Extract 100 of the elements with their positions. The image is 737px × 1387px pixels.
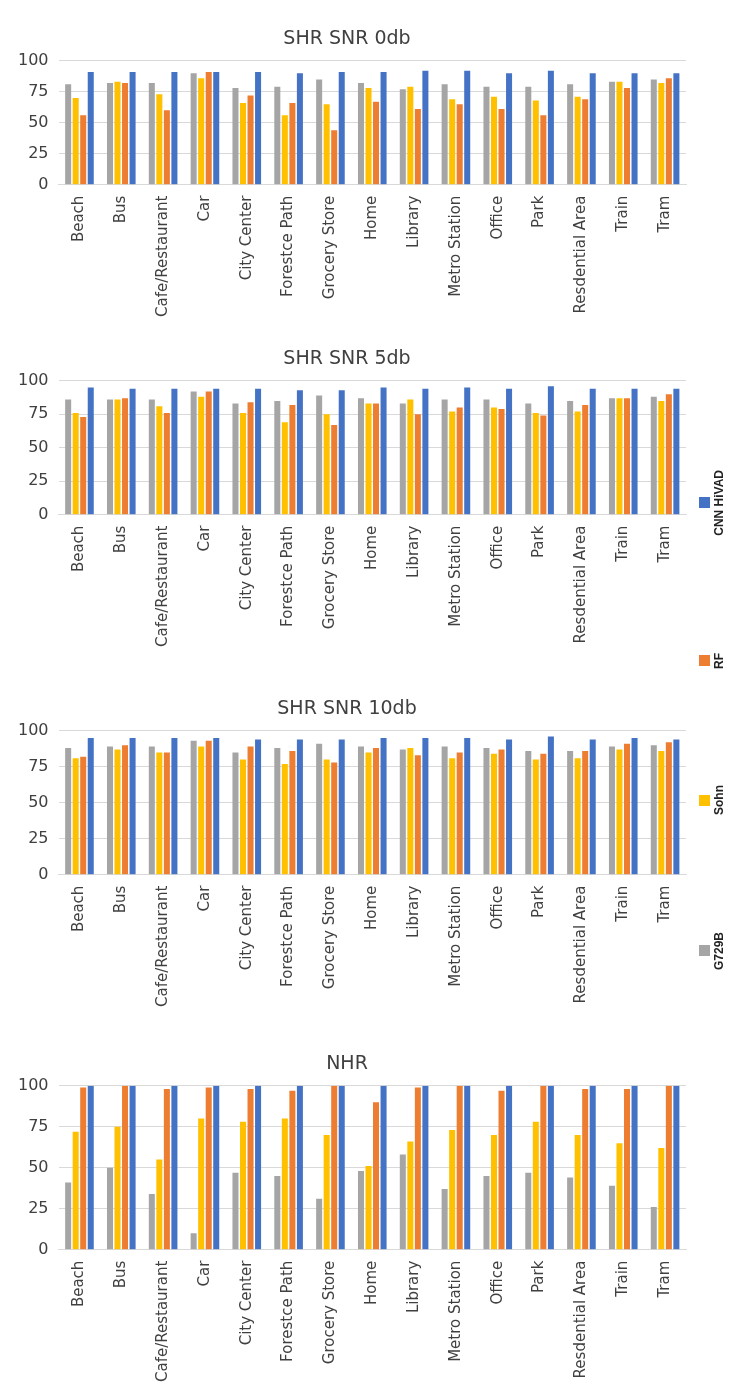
bar [122,745,129,875]
bar [407,399,414,515]
x-tick-label: Beach [69,195,88,243]
bar [589,739,596,875]
bar [148,1193,155,1250]
bar [106,746,113,875]
bar [532,100,539,185]
x-tick-label: Train [613,1260,632,1298]
bar [198,746,205,875]
bar [357,398,364,515]
bar [567,1177,574,1250]
x-tick-label: Resdential Area [571,1260,590,1379]
bar [255,739,262,875]
bar [213,388,220,515]
bar [296,1085,303,1250]
x-tick-label: Metro Station [445,885,464,987]
x-tick-label: Train [613,885,632,923]
bar [106,83,113,185]
bar [365,403,372,515]
bar [574,758,581,875]
bar [483,748,490,875]
bar [205,740,212,875]
x-tick-label: Car [194,524,213,552]
bar [72,97,79,185]
bar [163,412,170,515]
bar [156,752,163,875]
bar [65,748,72,875]
x-tick-label: Bus [111,885,130,914]
bar [506,739,513,875]
chart-title: NHR [326,1051,368,1074]
bar [80,1087,87,1250]
bar [80,416,87,515]
bar [80,756,87,875]
bar [631,73,638,185]
bar [525,750,532,875]
bar [87,1085,94,1250]
x-tick-label: Resdential Area [571,885,590,1004]
bar [373,101,380,185]
bar [631,1085,638,1250]
bar [316,743,323,875]
bar [498,408,505,515]
bar [673,739,680,875]
x-tick-label: Tram [654,195,673,234]
x-tick-label: Beach [69,525,88,573]
bar [106,1167,113,1250]
bar [122,1085,129,1250]
x-tick-label: Grocery Store [320,885,339,990]
bar [255,388,262,515]
bar [498,109,505,185]
bar [650,1207,657,1250]
bar [281,115,288,185]
bar [190,1233,197,1250]
bar [148,746,155,875]
bar [323,104,330,185]
bar [65,1182,72,1250]
bar [624,88,631,185]
bar [665,1085,672,1250]
bar [331,424,338,515]
bar [608,1185,615,1250]
y-tick-label: 50 [28,791,49,811]
bar [65,84,72,185]
bar [449,758,456,875]
bar [399,749,406,875]
bar [464,70,471,185]
bar [525,403,532,515]
y-tick-label: 0 [38,503,49,523]
bar [464,387,471,515]
y-tick-label: 0 [38,863,49,883]
x-tick-label: Forestce Path [278,525,297,627]
bar [624,1089,631,1250]
bar [232,403,239,515]
bar [414,109,421,185]
bar [129,71,136,185]
y-tick-label: 100 [17,49,49,69]
bar [316,1198,323,1250]
bar [296,73,303,185]
bar [547,736,554,875]
bar [540,115,547,185]
y-tick-label: 25 [28,1197,49,1217]
bar [456,1085,463,1250]
x-tick-label: Car [194,194,213,222]
y-tick-label: 50 [28,436,49,456]
bar [658,83,665,185]
bar [547,386,554,515]
bar [72,758,79,875]
x-tick-label: Home [362,885,381,930]
x-tick-label: Car [194,1259,213,1287]
bar [373,1102,380,1250]
bar [399,403,406,515]
bar [87,387,94,515]
x-tick-label: Park [529,1260,548,1294]
x-tick-label: Office [487,525,506,570]
bar [171,71,178,185]
bar [281,422,288,515]
bar [357,83,364,185]
bar [589,1085,596,1250]
bar [240,1121,247,1250]
legend-label: Sohn [711,785,726,816]
chart-title: SHR SNR 10db [277,696,417,719]
bar [490,1134,498,1250]
